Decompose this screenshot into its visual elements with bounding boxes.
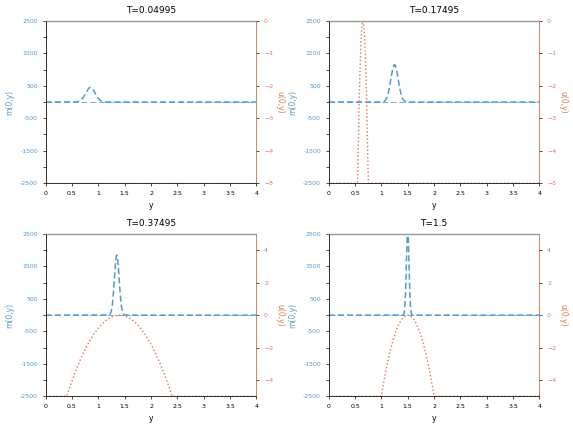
Title: T=0.37495: T=0.37495	[126, 219, 176, 228]
Title: T=0.17495: T=0.17495	[409, 6, 459, 15]
X-axis label: y: y	[432, 414, 436, 423]
X-axis label: y: y	[149, 414, 153, 423]
Y-axis label: u(0,y): u(0,y)	[276, 304, 284, 326]
Y-axis label: m(0,y): m(0,y)	[6, 90, 14, 115]
Y-axis label: m(0,y): m(0,y)	[289, 302, 297, 328]
Title: T=0.04995: T=0.04995	[126, 6, 176, 15]
Y-axis label: m(0,y): m(0,y)	[6, 302, 14, 328]
X-axis label: y: y	[432, 201, 436, 210]
X-axis label: y: y	[149, 201, 153, 210]
Y-axis label: m(0,y): m(0,y)	[289, 90, 297, 115]
Y-axis label: u(0,y): u(0,y)	[559, 304, 567, 326]
Title: T=1.5: T=1.5	[421, 219, 448, 228]
Y-axis label: u(0,y): u(0,y)	[559, 91, 567, 113]
Y-axis label: u(0,y): u(0,y)	[276, 91, 284, 113]
